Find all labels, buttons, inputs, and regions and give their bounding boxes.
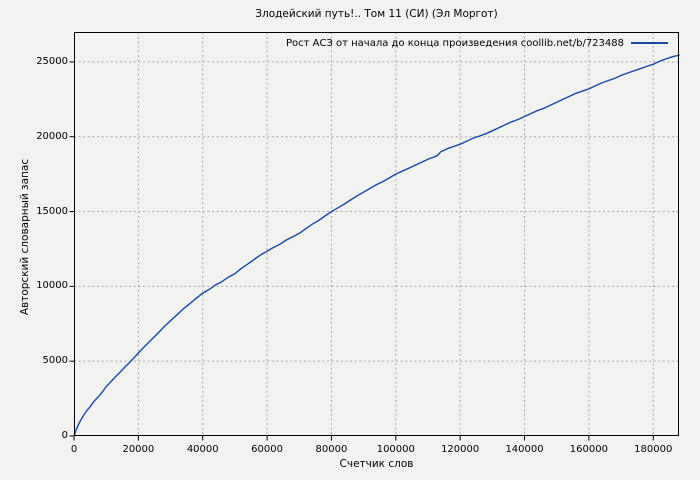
plot-area-border (74, 32, 679, 436)
y-axis-label: Авторский словарный запас (19, 158, 31, 316)
y-tick-label: 10000 (36, 280, 68, 292)
legend-line-sample (631, 42, 668, 44)
x-tick-label: 120000 (441, 444, 480, 455)
x-tick-label: 140000 (505, 444, 544, 455)
y-tick-label: 20000 (36, 130, 68, 142)
x-tick-label: 160000 (569, 444, 608, 455)
y-tick-label: 15000 (36, 205, 68, 217)
x-tick-label: 100000 (376, 444, 415, 455)
legend: Рост АСЗ от начала до конца произведения… (286, 37, 668, 49)
x-tick-label: 40000 (186, 444, 219, 455)
y-tick-label: 25000 (36, 55, 68, 67)
y-tick-label: 0 (61, 430, 68, 441)
legend-label: Рост АСЗ от начала до конца произведения… (285, 37, 624, 49)
x-tick-label: 180000 (634, 444, 673, 455)
x-axis-label: Счетчик слов (339, 458, 414, 470)
y-tick-label: 5000 (42, 355, 68, 367)
x-tick-label: 80000 (315, 444, 348, 455)
chart-title: Злодейский путь!.. Том 11 (СИ) (Эл Морго… (255, 8, 498, 20)
x-tick-label: 20000 (122, 444, 155, 455)
x-tick-label: 0 (70, 444, 78, 455)
x-tick-label: 60000 (251, 444, 283, 455)
data-line (73, 54, 680, 437)
